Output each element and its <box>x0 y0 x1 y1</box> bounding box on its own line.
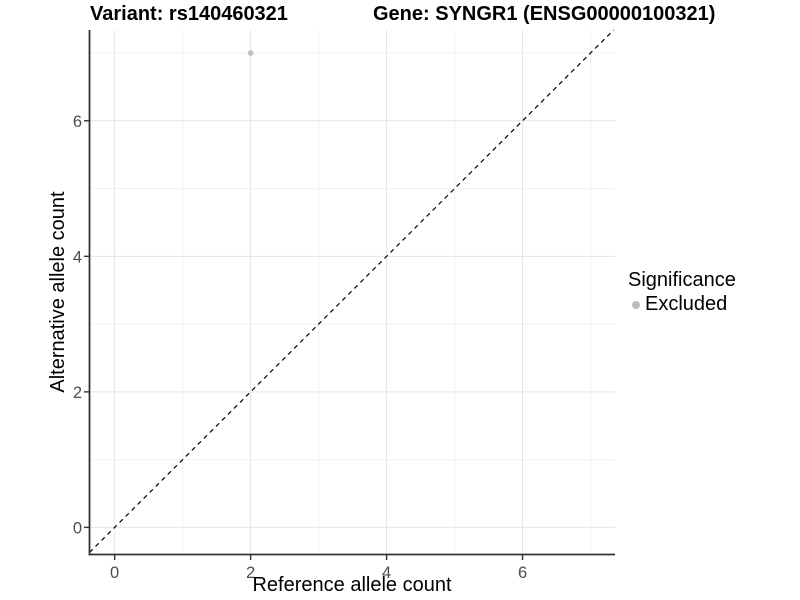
legend-item-label: Excluded <box>645 293 728 315</box>
x-tick-label: 0 <box>110 564 119 582</box>
legend-item-excluded: Excluded <box>628 293 736 316</box>
y-tick-label: 4 <box>73 248 82 266</box>
y-tick-label: 0 <box>73 519 82 537</box>
legend: Significance Excluded <box>628 269 736 316</box>
x-tick-label: 6 <box>518 564 527 582</box>
x-tick-label: 2 <box>246 564 255 582</box>
y-tick-label: 2 <box>73 384 82 402</box>
x-axis-title: Reference allele count <box>252 574 452 596</box>
identity-reference-line <box>89 29 615 553</box>
x-tick-label: 4 <box>382 564 391 582</box>
plot-title-gene: Gene: SYNGR1 (ENSG00000100321) <box>373 3 716 25</box>
y-axis-title: Alternative allele count <box>47 191 69 393</box>
y-tick-label: 6 <box>73 113 82 131</box>
data-point-excluded <box>247 50 254 56</box>
legend-title: Significance <box>628 269 736 291</box>
plot-title-variant: Variant: rs140460321 <box>90 3 288 25</box>
excluded-circle-icon <box>632 300 640 309</box>
